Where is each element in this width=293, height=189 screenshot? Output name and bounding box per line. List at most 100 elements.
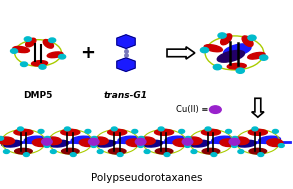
Circle shape <box>179 129 185 133</box>
Circle shape <box>252 127 258 131</box>
Circle shape <box>158 127 164 131</box>
Circle shape <box>258 153 264 156</box>
Ellipse shape <box>233 137 249 145</box>
Circle shape <box>144 150 150 153</box>
Ellipse shape <box>186 137 202 145</box>
Ellipse shape <box>108 148 126 154</box>
Ellipse shape <box>217 50 245 62</box>
Circle shape <box>236 68 244 73</box>
Circle shape <box>24 37 31 41</box>
Ellipse shape <box>13 46 29 53</box>
Ellipse shape <box>220 139 236 146</box>
Polygon shape <box>117 35 135 48</box>
Ellipse shape <box>173 139 189 146</box>
FancyArrow shape <box>167 47 195 59</box>
Ellipse shape <box>155 148 173 154</box>
Ellipse shape <box>14 129 33 135</box>
Circle shape <box>272 129 278 133</box>
Ellipse shape <box>248 129 267 135</box>
Circle shape <box>88 138 99 145</box>
Circle shape <box>138 136 144 140</box>
Circle shape <box>238 150 244 153</box>
Circle shape <box>111 127 117 131</box>
Ellipse shape <box>236 140 256 147</box>
Circle shape <box>182 138 193 145</box>
Circle shape <box>135 138 146 145</box>
Circle shape <box>18 127 23 131</box>
Ellipse shape <box>259 136 280 144</box>
Circle shape <box>232 136 238 140</box>
Circle shape <box>132 129 138 133</box>
Circle shape <box>229 138 240 145</box>
Ellipse shape <box>267 139 283 146</box>
Circle shape <box>50 150 56 153</box>
Ellipse shape <box>201 129 220 135</box>
Ellipse shape <box>155 129 173 135</box>
Circle shape <box>44 144 50 147</box>
Circle shape <box>97 150 103 153</box>
Ellipse shape <box>142 140 163 147</box>
Ellipse shape <box>61 129 80 135</box>
Circle shape <box>4 150 9 153</box>
Circle shape <box>21 62 28 67</box>
Polygon shape <box>117 58 135 71</box>
Ellipse shape <box>202 148 220 154</box>
Circle shape <box>278 144 284 147</box>
Circle shape <box>42 138 52 145</box>
Circle shape <box>64 127 70 131</box>
Ellipse shape <box>1 140 22 147</box>
Ellipse shape <box>62 148 79 154</box>
Circle shape <box>209 106 221 113</box>
Circle shape <box>138 144 144 147</box>
Circle shape <box>85 129 91 133</box>
Ellipse shape <box>242 36 253 46</box>
Ellipse shape <box>43 40 53 48</box>
Ellipse shape <box>108 129 127 135</box>
Ellipse shape <box>189 140 209 147</box>
Ellipse shape <box>212 136 234 144</box>
Circle shape <box>117 153 123 156</box>
Ellipse shape <box>48 140 69 147</box>
Text: Polypseudorotaxanes: Polypseudorotaxanes <box>91 173 202 183</box>
Circle shape <box>205 127 211 131</box>
Ellipse shape <box>26 38 36 47</box>
Circle shape <box>70 153 76 156</box>
Text: trans-G1: trans-G1 <box>104 91 148 100</box>
Ellipse shape <box>126 139 142 146</box>
Circle shape <box>248 35 256 40</box>
Circle shape <box>185 136 191 140</box>
Ellipse shape <box>249 148 267 154</box>
Ellipse shape <box>118 136 140 144</box>
Circle shape <box>218 33 226 38</box>
Ellipse shape <box>45 137 61 145</box>
Ellipse shape <box>165 136 187 144</box>
Ellipse shape <box>92 137 108 145</box>
Circle shape <box>213 64 222 70</box>
FancyArrow shape <box>252 98 264 117</box>
Ellipse shape <box>47 52 63 58</box>
Circle shape <box>231 144 237 147</box>
Circle shape <box>226 129 231 133</box>
Ellipse shape <box>33 139 48 146</box>
Circle shape <box>0 136 4 140</box>
Ellipse shape <box>71 136 93 144</box>
Circle shape <box>164 153 170 156</box>
Circle shape <box>49 38 56 43</box>
Ellipse shape <box>15 148 32 154</box>
Ellipse shape <box>139 137 155 145</box>
Circle shape <box>91 136 97 140</box>
Circle shape <box>200 47 209 53</box>
Circle shape <box>211 153 217 156</box>
Ellipse shape <box>221 34 232 45</box>
Circle shape <box>185 144 190 147</box>
Circle shape <box>39 65 46 69</box>
Text: +: + <box>80 44 96 62</box>
Circle shape <box>11 49 18 53</box>
Circle shape <box>38 129 44 133</box>
Ellipse shape <box>227 63 246 69</box>
Ellipse shape <box>95 140 116 147</box>
Circle shape <box>23 153 29 156</box>
Text: Cu(II) ≡: Cu(II) ≡ <box>176 105 208 114</box>
Circle shape <box>45 136 50 140</box>
Ellipse shape <box>0 137 14 145</box>
